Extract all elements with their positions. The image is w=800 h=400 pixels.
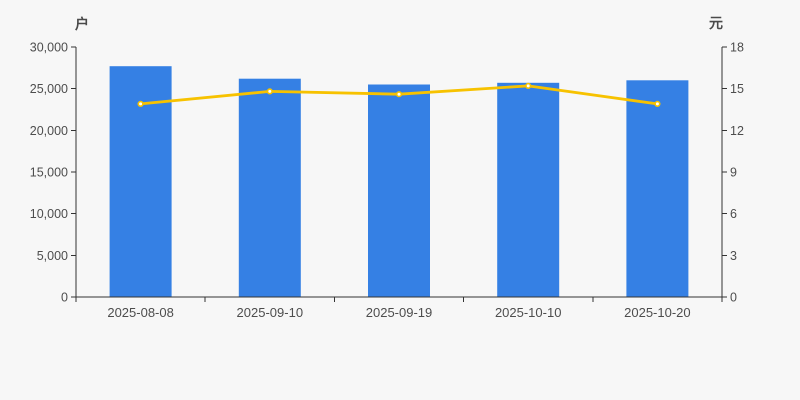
left-axis-tick-label: 10,000: [30, 207, 68, 221]
x-axis-label: 2025-09-10: [237, 305, 304, 320]
line-point-2025-08-08[interactable]: [137, 100, 144, 107]
left-axis-unit-label: 户: [75, 16, 89, 32]
right-axis-tick-label: 9: [730, 166, 737, 180]
right-axis-tick-label: 12: [730, 124, 744, 138]
axes-layer: 0 5,000 10,000 15,000 20,000 25,000 30,000 0 3 6 9…: [30, 41, 744, 321]
x-axis-label: 2025-10-20: [624, 305, 691, 320]
line-point-2025-10-20[interactable]: [654, 100, 661, 107]
bar-2025-10-10[interactable]: [497, 82, 560, 297]
line-layer: [137, 82, 661, 107]
left-axis-tick-label: 30,000: [30, 41, 68, 55]
bar-2025-09-19[interactable]: [368, 84, 430, 298]
bar-2025-10-20[interactable]: [626, 80, 689, 297]
x-axis-label: 2025-08-08: [107, 305, 174, 320]
right-axis-tick-label: 3: [730, 249, 737, 263]
bar-2025-09-10[interactable]: [238, 78, 301, 297]
line-point-2025-09-19[interactable]: [395, 91, 403, 98]
line-point-2025-10-10[interactable]: [525, 82, 532, 89]
right-axis-unit-label: 元: [709, 15, 723, 31]
left-axis-tick-label: 5,000: [37, 249, 68, 263]
right-axis-tick-label: 6: [730, 207, 737, 221]
bars-layer: [109, 66, 689, 298]
right-axis-tick-label: 15: [730, 82, 744, 96]
right-axis-tick-label: 0: [730, 291, 737, 305]
left-axis-tick-label: 25,000: [30, 82, 68, 96]
right-axis-tick-label: 18: [730, 41, 744, 55]
line-point-2025-09-10[interactable]: [266, 88, 273, 95]
x-axis-label: 2025-09-19: [366, 305, 433, 320]
left-axis-tick-label: 0: [61, 291, 68, 305]
left-axis-tick-label: 15,000: [30, 166, 68, 180]
x-axis-label: 2025-10-10: [495, 305, 562, 320]
left-axis-tick-label: 20,000: [30, 124, 68, 138]
